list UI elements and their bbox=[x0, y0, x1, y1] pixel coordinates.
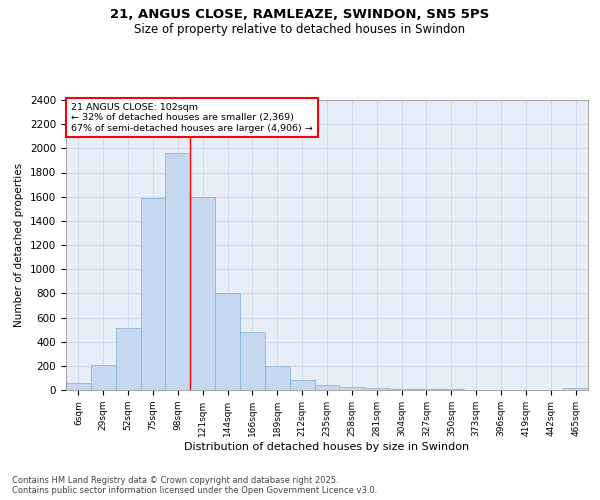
Bar bbox=[340, 387, 364, 390]
Bar bbox=[240, 332, 265, 390]
Text: 21, ANGUS CLOSE, RAMLEAZE, SWINDON, SN5 5PS: 21, ANGUS CLOSE, RAMLEAZE, SWINDON, SN5 … bbox=[110, 8, 490, 20]
Y-axis label: Number of detached properties: Number of detached properties bbox=[14, 163, 25, 327]
Bar bbox=[364, 388, 389, 390]
Bar bbox=[140, 198, 166, 390]
Bar bbox=[563, 388, 588, 390]
Bar bbox=[66, 384, 91, 390]
Bar bbox=[166, 153, 190, 390]
Bar bbox=[290, 380, 314, 390]
X-axis label: Distribution of detached houses by size in Swindon: Distribution of detached houses by size … bbox=[184, 442, 470, 452]
Bar bbox=[389, 388, 414, 390]
Text: Size of property relative to detached houses in Swindon: Size of property relative to detached ho… bbox=[134, 22, 466, 36]
Bar bbox=[91, 364, 116, 390]
Bar bbox=[265, 366, 290, 390]
Text: Contains HM Land Registry data © Crown copyright and database right 2025.
Contai: Contains HM Land Registry data © Crown c… bbox=[12, 476, 377, 495]
Bar bbox=[215, 294, 240, 390]
Text: 21 ANGUS CLOSE: 102sqm
← 32% of detached houses are smaller (2,369)
67% of semi-: 21 ANGUS CLOSE: 102sqm ← 32% of detached… bbox=[71, 103, 313, 132]
Bar bbox=[314, 385, 340, 390]
Bar bbox=[190, 196, 215, 390]
Bar bbox=[414, 389, 439, 390]
Bar bbox=[116, 328, 140, 390]
